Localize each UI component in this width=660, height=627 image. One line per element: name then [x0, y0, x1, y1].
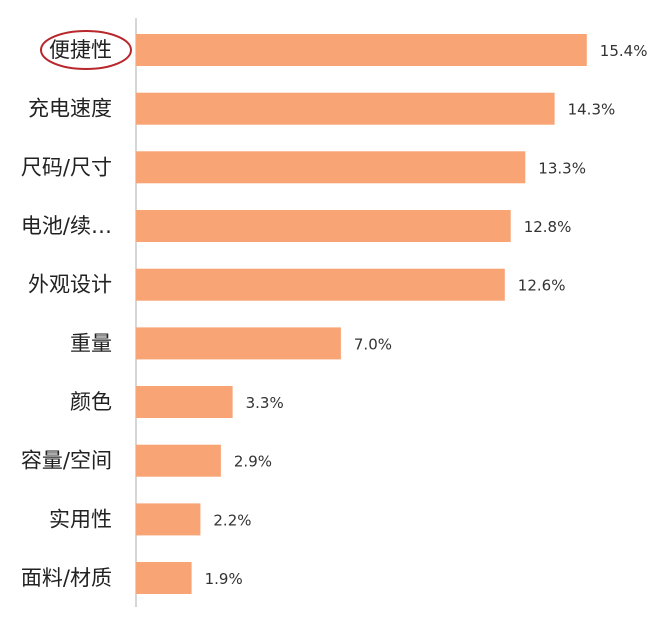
- value-label-1: 14.3%: [568, 101, 616, 119]
- bar-2: [136, 151, 526, 184]
- category-label-2: 尺码/尺寸: [21, 155, 112, 179]
- bar-4: [136, 268, 505, 301]
- bar-1: [136, 92, 555, 125]
- highlight-circle: [40, 30, 132, 70]
- category-label-8: 实用性: [49, 507, 112, 531]
- bar-6: [136, 386, 233, 418]
- value-label-0: 15.4%: [600, 42, 648, 60]
- bar-9: [136, 562, 192, 594]
- value-label-4: 12.6%: [518, 277, 566, 295]
- bar-0: [136, 34, 587, 66]
- category-label-3: 电池/续…: [21, 214, 112, 238]
- category-label-7: 容量/空间: [21, 449, 112, 473]
- value-label-8: 2.2%: [213, 511, 251, 529]
- value-label-9: 1.9%: [205, 570, 243, 588]
- bars-group: [136, 34, 587, 594]
- value-label-3: 12.8%: [524, 218, 572, 236]
- category-label-4: 外观设计: [28, 273, 112, 297]
- category-label-1: 充电速度: [28, 97, 112, 121]
- category-label-5: 重量: [70, 331, 112, 355]
- category-label-0: 便捷性: [49, 38, 112, 62]
- value-labels-group: 15.4% 14.3% 13.3% 12.8% 12.6% 7.0% 3.3% 2.9% 2.2…: [205, 42, 648, 588]
- bar-5: [136, 327, 341, 360]
- value-label-6: 3.3%: [246, 394, 284, 412]
- bar-7: [136, 444, 221, 477]
- category-label-6: 颜色: [70, 390, 112, 414]
- bar-3: [136, 210, 511, 242]
- value-label-2: 13.3%: [538, 159, 586, 177]
- category-label-9: 面料/材质: [21, 566, 112, 590]
- value-label-7: 2.9%: [234, 453, 272, 471]
- bar-8: [136, 503, 201, 536]
- value-label-5: 7.0%: [354, 335, 392, 353]
